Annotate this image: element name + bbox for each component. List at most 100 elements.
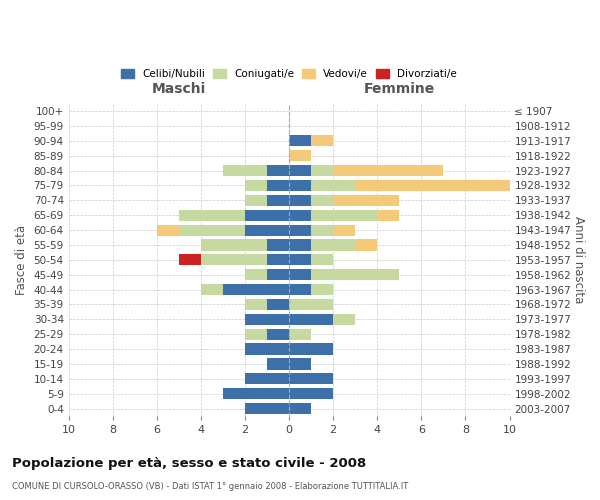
Bar <box>289 195 311 206</box>
Bar <box>223 284 289 295</box>
Bar <box>223 165 289 176</box>
Bar <box>289 180 355 191</box>
Bar <box>245 299 289 310</box>
Bar <box>289 344 333 354</box>
Bar <box>267 358 289 370</box>
Bar <box>157 224 289 235</box>
Bar <box>267 269 289 280</box>
Bar <box>201 284 289 295</box>
Bar <box>267 180 289 191</box>
Bar <box>289 150 311 162</box>
Bar <box>179 210 289 221</box>
Bar <box>245 224 289 235</box>
Bar <box>245 180 289 191</box>
Bar <box>267 195 289 206</box>
Bar <box>201 240 289 250</box>
Bar <box>289 195 399 206</box>
Bar <box>201 240 289 250</box>
Bar <box>223 388 289 399</box>
Bar <box>289 328 311 340</box>
Bar <box>289 373 333 384</box>
Bar <box>201 284 289 295</box>
Y-axis label: Fasce di età: Fasce di età <box>15 225 28 295</box>
Bar <box>289 210 377 221</box>
Bar <box>245 328 289 340</box>
Bar <box>179 210 289 221</box>
Bar <box>289 403 311 414</box>
Bar <box>289 388 333 399</box>
Bar <box>245 195 289 206</box>
Bar <box>289 195 399 206</box>
Bar <box>267 358 289 370</box>
Bar <box>289 210 399 221</box>
Bar <box>289 314 355 325</box>
Bar <box>289 284 311 295</box>
Bar <box>289 344 333 354</box>
Bar <box>245 373 289 384</box>
Bar <box>289 358 311 370</box>
Bar <box>289 328 311 340</box>
Bar <box>223 165 289 176</box>
Text: Popolazione per età, sesso e stato civile - 2008: Popolazione per età, sesso e stato civil… <box>12 458 366 470</box>
Bar <box>201 254 289 266</box>
Bar <box>289 254 333 266</box>
Text: COMUNE DI CURSOLO-ORASSO (VB) - Dati ISTAT 1° gennaio 2008 - Elaborazione TUTTIT: COMUNE DI CURSOLO-ORASSO (VB) - Dati IST… <box>12 482 408 491</box>
Bar <box>289 210 399 221</box>
Bar <box>179 210 289 221</box>
Bar <box>157 224 289 235</box>
Legend: Celibi/Nubili, Coniugati/e, Vedovi/e, Divorziati/e: Celibi/Nubili, Coniugati/e, Vedovi/e, Di… <box>117 65 461 84</box>
Bar <box>289 165 311 176</box>
Bar <box>245 403 289 414</box>
Bar <box>289 388 333 399</box>
Bar <box>245 314 289 325</box>
Bar <box>289 224 333 235</box>
Bar <box>245 403 289 414</box>
Bar <box>289 150 311 162</box>
Bar <box>267 328 289 340</box>
Bar <box>245 403 289 414</box>
Bar <box>289 284 333 295</box>
Bar <box>245 210 289 221</box>
Bar <box>289 284 333 295</box>
Bar <box>289 136 311 146</box>
Bar <box>289 254 311 266</box>
Bar <box>245 269 289 280</box>
Bar <box>289 165 333 176</box>
Bar <box>245 195 289 206</box>
Text: Maschi: Maschi <box>152 82 206 96</box>
Y-axis label: Anni di nascita: Anni di nascita <box>572 216 585 304</box>
Bar <box>289 240 311 250</box>
Bar <box>289 240 355 250</box>
Bar <box>289 314 355 325</box>
Bar <box>245 180 289 191</box>
Bar <box>289 314 333 325</box>
Bar <box>289 388 333 399</box>
Bar <box>245 373 289 384</box>
Bar <box>245 180 289 191</box>
Bar <box>245 344 289 354</box>
Bar <box>223 388 289 399</box>
Bar <box>289 224 311 235</box>
Bar <box>289 269 399 280</box>
Bar <box>289 254 333 266</box>
Bar <box>223 388 289 399</box>
Bar <box>289 180 532 191</box>
Bar <box>245 314 289 325</box>
Bar <box>245 373 289 384</box>
Bar <box>289 314 355 325</box>
Bar <box>289 328 311 340</box>
Bar <box>289 284 333 295</box>
Bar <box>267 240 289 250</box>
Bar <box>267 358 289 370</box>
Bar <box>267 254 289 266</box>
Bar <box>245 344 289 354</box>
Text: Femmine: Femmine <box>364 82 435 96</box>
Bar <box>289 344 333 354</box>
Bar <box>245 328 289 340</box>
Bar <box>245 195 289 206</box>
Bar <box>289 299 333 310</box>
Bar <box>289 180 311 191</box>
Bar <box>289 195 333 206</box>
Bar <box>267 299 289 310</box>
Bar <box>245 344 289 354</box>
